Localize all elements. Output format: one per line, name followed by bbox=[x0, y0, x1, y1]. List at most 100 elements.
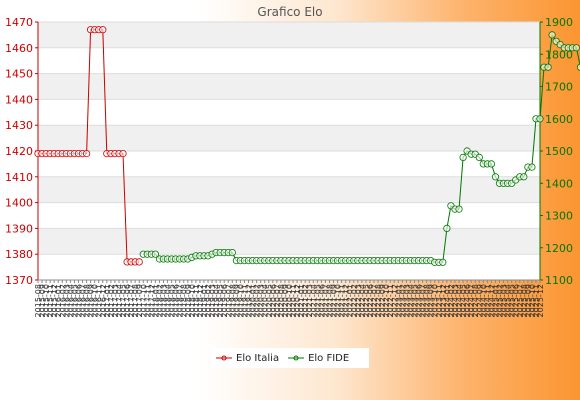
x-tick-label: 2020-01 bbox=[249, 284, 258, 317]
x-tick-label: 2021-07 bbox=[321, 284, 330, 317]
x-tick-label: 2018-08 bbox=[180, 284, 189, 317]
y-tick-label-left: 1470 bbox=[5, 16, 33, 29]
x-tick-label: 2024-10 bbox=[479, 284, 488, 317]
y-tick-label-right: 1900 bbox=[545, 16, 573, 29]
x-tick-label: 2016-03 bbox=[62, 284, 71, 317]
x-tick-label: 2018-11 bbox=[192, 284, 201, 317]
x-tick-label: 2020-07 bbox=[273, 284, 282, 317]
x-tick-label: 2025-06 bbox=[512, 284, 521, 317]
x-tick-label: 2015-09 bbox=[38, 284, 47, 317]
data-point-elo-fide bbox=[475, 153, 483, 161]
x-tick-label: 2022-03 bbox=[354, 284, 363, 317]
x-tick-label: 2020-06 bbox=[269, 284, 278, 317]
x-tick-label: 2020-04 bbox=[261, 284, 270, 317]
data-point-elo-fide bbox=[439, 258, 447, 266]
y-tick-label-left: 1440 bbox=[5, 93, 33, 106]
y-tick-label-right: 1500 bbox=[545, 145, 573, 158]
x-tick-label: 2023-11 bbox=[435, 284, 444, 317]
x-tick-label: 2016-04 bbox=[66, 284, 75, 317]
y-tick-label-left: 1460 bbox=[5, 42, 33, 55]
x-tick-label: 2017-06 bbox=[123, 284, 132, 317]
y-tick-label-left: 1410 bbox=[5, 171, 33, 184]
x-tick-label: 2023-06 bbox=[415, 284, 424, 317]
y-tick-label-left: 1420 bbox=[5, 145, 33, 158]
x-tick-label: 2017-09 bbox=[135, 284, 144, 317]
x-tick-label: 2020-11 bbox=[289, 284, 298, 317]
x-tick-label: 2016-11 bbox=[95, 284, 104, 317]
x-tick-label: 2019-04 bbox=[212, 284, 221, 317]
y-tick-label-left: 1370 bbox=[5, 274, 33, 287]
data-point-elo-italia bbox=[99, 26, 107, 34]
x-tick-label: 2017-08 bbox=[131, 284, 140, 317]
x-tick-label: 2025-03 bbox=[500, 284, 509, 317]
data-point-elo-fide bbox=[487, 160, 495, 168]
grid-band bbox=[38, 73, 540, 100]
data-point-elo-fide bbox=[491, 173, 500, 181]
x-tick-label: 2019-10 bbox=[236, 284, 245, 317]
x-tick-label: 2015-08 bbox=[34, 284, 43, 317]
grid-band bbox=[38, 176, 540, 203]
x-tick-label: 2021-09 bbox=[330, 284, 339, 317]
x-tick-label: 2017-01 bbox=[103, 284, 112, 317]
x-tick-label: 2022-12 bbox=[390, 284, 399, 317]
y-tick-label-right: 1700 bbox=[545, 81, 573, 94]
x-tick-label: 2018-04 bbox=[164, 284, 173, 317]
x-tick-label: 2017-05 bbox=[119, 284, 128, 317]
x-tick-label: 2025-12 bbox=[536, 284, 545, 317]
y-tick-label-right: 1400 bbox=[545, 177, 573, 190]
x-tick-label: 2024-06 bbox=[463, 284, 472, 317]
x-tick-label: 2016-07 bbox=[79, 284, 88, 317]
x-tick-label: 2019-09 bbox=[232, 284, 241, 317]
x-tick-label: 2018-06 bbox=[172, 284, 181, 317]
legend-item-elo-italia: Elo Italia bbox=[215, 353, 279, 364]
y-tick-label-left: 1400 bbox=[5, 197, 33, 210]
x-tick-label: 2024-09 bbox=[475, 284, 484, 317]
x-tick-label: 2022-11 bbox=[386, 284, 395, 317]
x-tick-label: 2020-10 bbox=[285, 284, 294, 317]
x-tick-label: 2020-09 bbox=[281, 284, 290, 317]
x-tick-label: 2019-02 bbox=[204, 284, 213, 317]
x-tick-label: 2020-03 bbox=[257, 284, 266, 317]
x-tick-label: 2025-08 bbox=[520, 284, 529, 317]
x-tick-label: 2022-01 bbox=[346, 284, 355, 317]
y-tick-label-left: 1390 bbox=[5, 222, 33, 235]
y-tick-label-right: 1100 bbox=[545, 274, 573, 287]
x-tick-label: 2024-07 bbox=[467, 284, 476, 317]
data-point-elo-fide bbox=[520, 173, 528, 181]
x-tick-label: 2020-12 bbox=[293, 284, 302, 317]
x-tick-label: 2018-09 bbox=[184, 284, 193, 317]
x-tick-label: 2023-03 bbox=[402, 284, 411, 317]
y-tick-label-right: 1800 bbox=[545, 48, 573, 61]
grid-band bbox=[38, 228, 540, 255]
series-lines bbox=[34, 26, 580, 266]
x-tick-label: 2017-03 bbox=[111, 284, 120, 317]
data-point-elo-fide bbox=[572, 44, 580, 52]
x-tick-label: 2021-10 bbox=[334, 284, 343, 317]
x-tick-label: 2022-06 bbox=[366, 284, 375, 317]
y-tick-label-left: 1430 bbox=[5, 119, 33, 132]
grid-band bbox=[38, 99, 540, 126]
x-tick-label: 2016-09 bbox=[87, 284, 96, 317]
plot-grid bbox=[38, 21, 540, 281]
x-tick-label: 2022-10 bbox=[382, 284, 391, 317]
data-point-elo-fide bbox=[228, 249, 236, 257]
data-point-elo-italia bbox=[83, 150, 91, 158]
legend-item-elo-fide: Elo FIDE bbox=[287, 353, 349, 364]
grid-band bbox=[38, 125, 540, 151]
data-point-elo-fide bbox=[548, 31, 556, 39]
x-tick-label: 2021-02 bbox=[301, 284, 310, 317]
x-tick-label: 2022-05 bbox=[362, 284, 371, 317]
data-point-elo-italia bbox=[119, 150, 127, 158]
x-tick-label: 2021-04 bbox=[309, 284, 318, 317]
data-point-elo-fide bbox=[151, 250, 159, 258]
x-tick-label: 2015-10 bbox=[42, 284, 51, 317]
data-point-elo-fide bbox=[544, 63, 552, 71]
y-tick-label-left: 1450 bbox=[5, 68, 33, 81]
x-tick-label: 2023-02 bbox=[398, 284, 407, 317]
data-point-elo-fide bbox=[455, 205, 463, 213]
x-tick-label: 2019-11 bbox=[240, 284, 249, 317]
x-tick-label: 2024-08 bbox=[471, 284, 480, 317]
x-tick-label: 2019-12 bbox=[245, 284, 254, 317]
x-tick-label: 2023-04 bbox=[406, 284, 415, 317]
x-tick-label: 2018-10 bbox=[188, 284, 197, 317]
